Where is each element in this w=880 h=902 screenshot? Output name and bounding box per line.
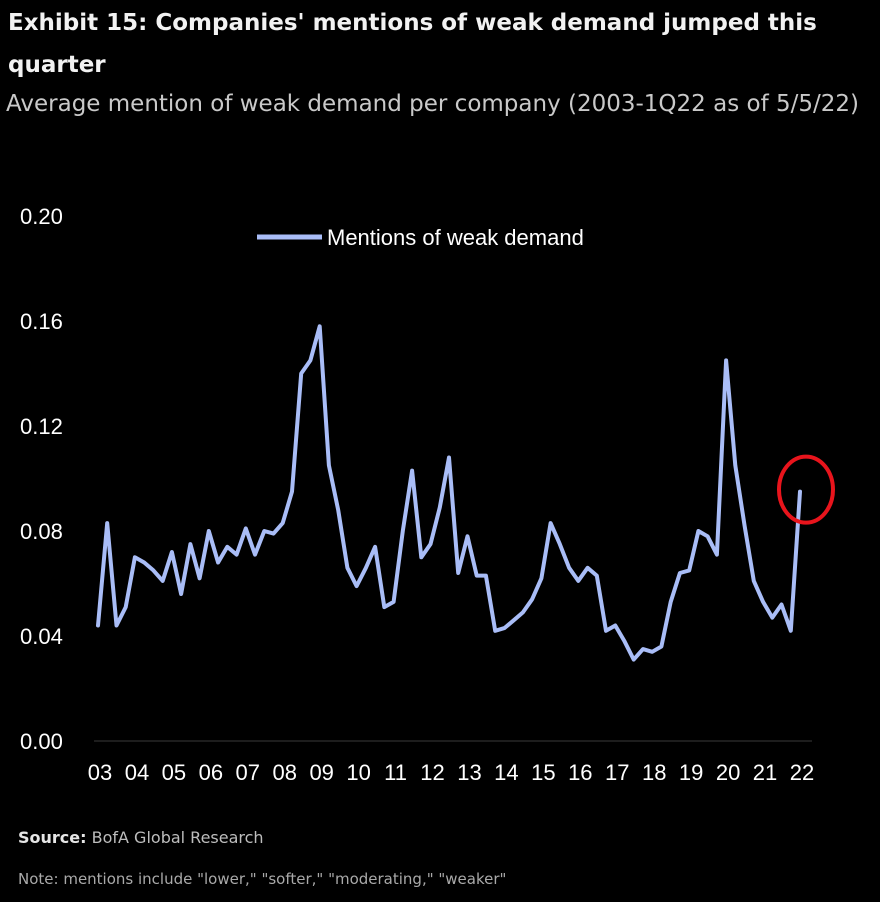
x-tick-label: 04: [125, 760, 149, 785]
x-tick-label: 05: [162, 760, 186, 785]
x-tick-label: 18: [642, 760, 666, 785]
x-tick-label: 19: [679, 760, 703, 785]
x-tick-label: 06: [199, 760, 223, 785]
y-tick-label: 0.12: [20, 414, 63, 439]
weak-demand-line-chart: 0.00 0.04 0.08 0.12 0.16 0.20 03 04 05 06 07 08 09 1…: [20, 204, 835, 785]
x-tick-label: 10: [346, 760, 370, 785]
y-tick-label: 0.00: [20, 729, 63, 754]
series-line-mentions: [96, 324, 802, 662]
source-label: Source:: [18, 828, 87, 847]
x-tick-label: 11: [384, 760, 407, 785]
chart-subtitle: Average mention of weak demand per compa…: [6, 91, 859, 117]
x-tick-label: 12: [420, 760, 444, 785]
x-tick-label: 07: [236, 760, 260, 785]
footnote: Note: mentions include "lower," "softer,…: [18, 870, 507, 888]
x-tick-label: 16: [568, 760, 592, 785]
x-tick-label: 09: [309, 760, 333, 785]
x-tick-label: 08: [272, 760, 296, 785]
x-tick-label: 21: [753, 760, 777, 785]
x-tick-label: 13: [457, 760, 481, 785]
source-text: BofA Global Research: [91, 828, 264, 847]
x-axis-tick-labels: 03 04 05 06 07 08 09 10 11 12 13 14 15 16 17 18 19 20 21 22: [88, 760, 814, 785]
y-tick-label: 0.08: [20, 519, 63, 544]
x-tick-label: 17: [605, 760, 629, 785]
y-axis-tick-labels: 0.00 0.04 0.08 0.12 0.16 0.20: [20, 204, 63, 754]
x-tick-label: 15: [531, 760, 555, 785]
source-line: Source: BofA Global Research: [18, 828, 264, 847]
legend-label-mentions: Mentions of weak demand: [327, 225, 584, 250]
x-tick-label: 03: [88, 760, 112, 785]
x-tick-label: 22: [790, 760, 814, 785]
y-tick-label: 0.20: [20, 204, 63, 229]
x-tick-label: 14: [494, 760, 518, 785]
highlight-circle-annotation: [777, 454, 835, 525]
y-tick-label: 0.16: [20, 309, 63, 334]
y-tick-label: 0.04: [20, 624, 63, 649]
chart-title: Exhibit 15: Companies' mentions of weak …: [8, 10, 817, 78]
x-tick-label: 20: [716, 760, 740, 785]
legend: Mentions of weak demand: [257, 225, 584, 250]
